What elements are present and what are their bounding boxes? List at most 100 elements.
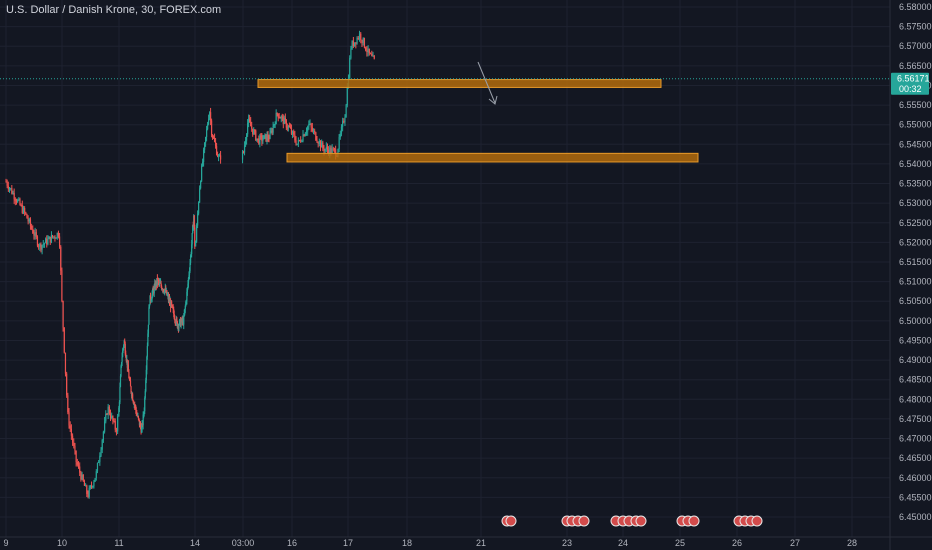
candle-body: [187, 277, 190, 284]
candle-body: [21, 204, 23, 213]
candle-body: [363, 37, 366, 48]
event-badge-icon[interactable]: [578, 515, 590, 527]
candle-body: [198, 202, 200, 214]
candle-body: [329, 147, 331, 155]
event-badge-icon[interactable]: [505, 515, 517, 527]
price-tick-label: 6.52500: [899, 218, 932, 228]
candle-body: [345, 105, 347, 118]
candle-body: [371, 53, 373, 56]
candle-body: [160, 282, 162, 287]
arrow-head[interactable]: [488, 95, 498, 105]
candle-body: [278, 117, 280, 119]
price-tick-label: 6.47000: [899, 434, 932, 444]
candle-body: [310, 123, 312, 128]
candle-body: [174, 320, 176, 323]
candle-body: [311, 127, 313, 131]
candle-body: [79, 466, 81, 473]
resistance-zone[interactable]: [257, 79, 662, 88]
price-tick-label: 6.49500: [899, 335, 932, 345]
candle-body: [280, 116, 282, 119]
candle-body: [129, 379, 131, 381]
candle-body: [176, 321, 179, 328]
candle-body: [186, 291, 188, 302]
candle-body: [60, 246, 62, 271]
candle-body: [273, 124, 275, 126]
candle-body: [157, 280, 159, 284]
candle-body: [29, 219, 32, 226]
candle-body: [164, 289, 166, 293]
candle-body: [285, 120, 287, 128]
candle-body: [184, 306, 186, 309]
candle-body: [281, 116, 283, 118]
candle-body: [111, 415, 113, 419]
candle-body: [118, 401, 121, 408]
candle-body: [183, 313, 185, 317]
candle-body: [272, 125, 274, 133]
candle-body: [172, 307, 174, 310]
candle-body: [200, 181, 202, 189]
event-badge-icon[interactable]: [751, 515, 763, 527]
price-tick-label: 6.48500: [899, 375, 932, 385]
candle-body: [178, 324, 180, 329]
candle-body: [326, 146, 329, 150]
event-badge-icon[interactable]: [688, 515, 700, 527]
candle-body: [244, 140, 247, 146]
candle-body: [26, 214, 28, 219]
price-tick-label: 6.50500: [899, 296, 932, 306]
candle-body: [271, 130, 273, 133]
symbol-title[interactable]: U.S. Dollar / Danish Krone, 30, FOREX.co…: [6, 4, 222, 16]
candle-body: [28, 219, 30, 222]
candle-body: [183, 316, 185, 325]
candle-body: [136, 414, 138, 417]
candle-body: [352, 41, 354, 46]
candle-body: [188, 270, 191, 275]
candle-body: [51, 235, 54, 238]
candle-body: [149, 295, 152, 301]
candle-body: [332, 148, 334, 150]
candle-body: [47, 239, 49, 245]
candle-body: [290, 128, 293, 134]
candle-body: [168, 298, 171, 303]
candle-body: [6, 181, 8, 186]
candle-body: [40, 244, 42, 250]
candle-body: [87, 493, 89, 497]
arrow-shaft[interactable]: [477, 61, 496, 104]
candle-body: [75, 450, 77, 462]
candle-body: [80, 472, 82, 480]
event-badge-icon[interactable]: [635, 515, 647, 527]
candle-body: [174, 318, 176, 321]
time-tick-label: 28: [847, 538, 857, 548]
candle-body: [139, 423, 142, 427]
price-tag-value: 6.56171: [897, 73, 930, 83]
price-tick-label: 6.45000: [899, 512, 932, 522]
projection-arrow[interactable]: [477, 61, 498, 105]
candle-body: [103, 421, 106, 432]
price-tick-label: 6.52000: [899, 237, 932, 247]
candle-body: [251, 126, 253, 129]
candle-body: [373, 55, 375, 59]
candle-body: [31, 225, 33, 229]
candle-body: [262, 139, 264, 142]
candle-body: [14, 199, 16, 201]
drawing-zones[interactable]: [257, 79, 699, 163]
candle-body: [152, 288, 154, 291]
candle-body: [86, 485, 88, 494]
time-tick-label: 03:00: [232, 538, 255, 548]
candle-body: [25, 212, 27, 215]
candle-body: [296, 143, 298, 145]
candle-body: [325, 146, 327, 150]
candle-body: [304, 133, 306, 137]
candle-body: [204, 142, 206, 150]
time-axis[interactable]: 9 10 11 14 03:00 16 17 18 21 23 24 25 26 27 28: [3, 538, 857, 548]
candle-body: [74, 445, 76, 451]
event-badges[interactable]: [501, 515, 763, 527]
candle-body: [140, 428, 143, 433]
support-zone[interactable]: [286, 152, 699, 163]
candle-body: [42, 244, 44, 246]
candle-body: [277, 113, 279, 118]
candle-body: [76, 461, 78, 465]
candle-body: [270, 130, 272, 133]
candle-body: [157, 280, 160, 282]
